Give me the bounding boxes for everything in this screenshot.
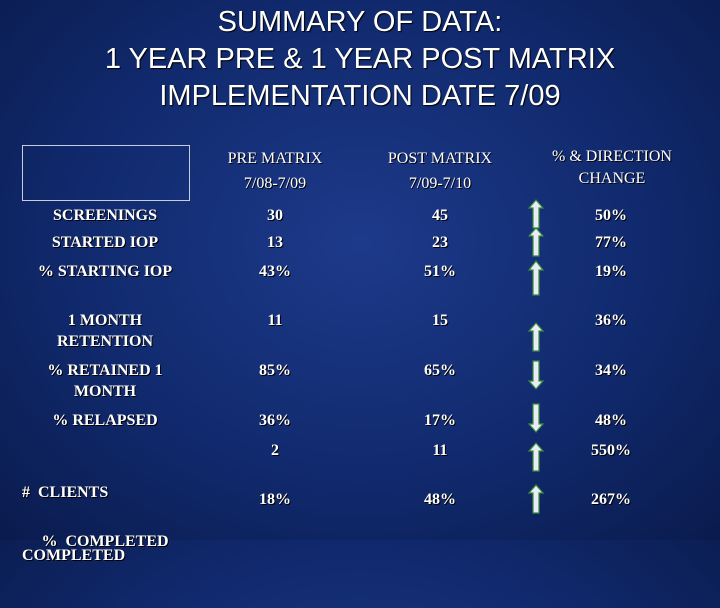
row-change-value: 550% [591,442,631,459]
row-post-value: 48% [424,491,456,508]
arrow-up-icon [528,199,544,229]
row-label: % STARTING IOP [22,261,188,282]
row-label-line1: # CLIENTS [22,484,109,501]
row-post-value: 65% [424,362,456,379]
title-line-2: 1 YEAR PRE & 1 YEAR POST MATRIX [104,43,616,75]
row-change-value: 77% [595,234,627,251]
row-post-value: 45 [432,207,448,224]
row-label-line1: STARTED IOP [51,234,159,251]
row-post-value: 51% [424,263,456,280]
row-label-line1: 1 MONTH [67,312,143,329]
header-post-matrix: POST MATRIX 7/09-7/10 [370,146,510,196]
row-pre-value: 36% [259,412,291,429]
row-label: % COMPLETED [22,489,188,594]
arrow-up-icon [528,484,544,514]
arrow-down-icon [528,360,544,390]
summary-table: PRE MATRIX 7/08-7/09 POST MATRIX 7/09-7/… [22,140,698,564]
row-pre-value: 11 [267,312,283,329]
row-pre-value: 43% [259,263,291,280]
row-label: 1 MONTH RETENTION [22,310,188,352]
row-pre-value: 30 [267,207,283,224]
row-change-value: 36% [595,312,627,329]
header-change-line1: % & DIRECTION [552,148,672,165]
row-post-value: 17% [424,412,456,429]
row-change-value: 19% [595,263,627,280]
row-label: % RELAPSED [22,410,188,431]
arrow-up-icon [528,260,544,296]
row-pre-value: 85% [259,362,291,379]
header-change: % & DIRECTION CHANGE [530,146,694,190]
arrow-down-icon [528,403,544,433]
header-change-line2: CHANGE [578,170,646,187]
arrow-up-icon [528,442,544,472]
header-pre-line1: PRE MATRIX [227,150,323,167]
row-label-line1: SCREENINGS [52,207,158,224]
arrow-up-icon [528,322,544,352]
row-change-value: 267% [591,491,631,508]
row-label: SCREENINGS [22,205,188,226]
row-label-line1: % COMPLETED [41,533,169,550]
row-label: % RETAINED 1 MONTH [22,360,188,402]
title-line-1: SUMMARY OF DATA: [217,6,503,38]
row-post-value: 11 [432,442,448,459]
slide-title: SUMMARY OF DATA: 1 YEAR PRE & 1 YEAR POS… [0,4,720,115]
row-change-value: 50% [595,207,627,224]
row-label-line2: RETENTION [56,333,154,350]
row-post-value: 15 [432,312,448,329]
row-change-value: 34% [595,362,627,379]
row-pre-value: 18% [259,491,291,508]
row-post-value: 23 [432,234,448,251]
row-pre-value: 2 [271,442,279,459]
row-label-line1: % RETAINED 1 [47,362,163,379]
arrow-up-icon [528,227,544,257]
row-label-line1: % RELAPSED [52,412,158,429]
header-pre-matrix: PRE MATRIX 7/08-7/09 [208,146,342,196]
row-label-line2: MONTH [73,383,137,400]
header-post-line2: 7/09-7/10 [408,175,472,192]
row-label-line1: % STARTING IOP [37,263,173,280]
row-change-value: 48% [595,412,627,429]
title-line-3: IMPLEMENTATION DATE 7/09 [159,80,561,112]
header-empty-box [22,145,190,201]
row-label: STARTED IOP [22,232,188,253]
header-post-line1: POST MATRIX [387,150,493,167]
header-pre-line2: 7/08-7/09 [243,175,307,192]
row-pre-value: 13 [267,234,283,251]
